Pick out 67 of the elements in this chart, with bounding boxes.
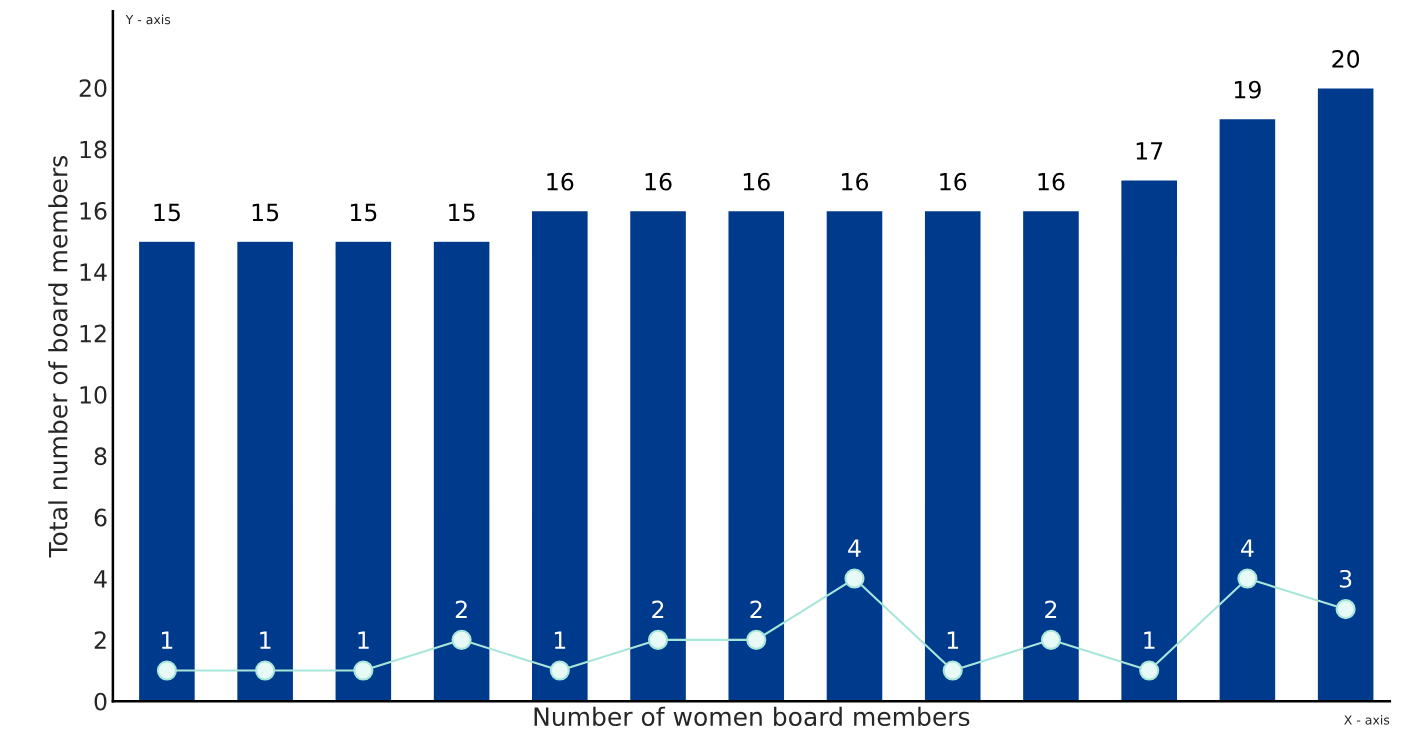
point	[451, 629, 472, 650]
data-label: 16	[1038, 172, 1065, 191]
data-label: 1	[554, 631, 566, 649]
data-label: 3	[1339, 569, 1352, 588]
data-label: 15	[449, 203, 475, 222]
y-tick-label: 4	[94, 570, 107, 588]
point	[647, 629, 669, 650]
data-label: 4	[1241, 539, 1254, 557]
bar	[235, 240, 295, 702]
bar	[1218, 117, 1277, 702]
data-label: 16	[940, 172, 967, 191]
bar	[334, 240, 393, 702]
data-label: 4	[848, 539, 861, 557]
data-label: 16	[842, 172, 869, 191]
data-label: 1	[161, 631, 173, 649]
data-label: 19	[1234, 80, 1261, 99]
bar	[432, 240, 491, 702]
data-label: 2	[750, 600, 762, 619]
y-tick-label: 2	[94, 631, 106, 649]
point	[746, 629, 767, 650]
point	[942, 660, 963, 681]
data-label: 1	[260, 631, 271, 649]
y-tick-label: 18	[80, 140, 107, 159]
data-label: 15	[350, 203, 377, 222]
y-tick-label: 8	[94, 447, 107, 466]
y-tick-label: 10	[80, 385, 107, 404]
point	[156, 660, 177, 681]
data-label: 1	[1144, 631, 1155, 649]
point	[353, 660, 374, 681]
bar	[137, 240, 197, 702]
bar	[1119, 179, 1179, 702]
point	[255, 660, 276, 681]
bar	[530, 209, 589, 702]
data-label: 16	[645, 172, 672, 191]
text: X - axis	[1344, 714, 1390, 725]
bar	[628, 209, 688, 702]
point	[1335, 599, 1356, 620]
bar	[923, 209, 982, 702]
bar	[1316, 87, 1375, 702]
data-label: 15	[154, 203, 180, 222]
bar	[727, 209, 786, 702]
y-tick-label: 0	[94, 692, 107, 711]
data-label: 2	[1045, 600, 1057, 619]
y-tick-label: 6	[94, 508, 107, 527]
y-axis-title: Total number of board members	[48, 156, 68, 558]
data-label: 16	[547, 172, 574, 191]
point	[1139, 660, 1160, 681]
data-label: 1	[358, 631, 369, 649]
y-tick-label: 20	[79, 79, 107, 98]
data-label: 1	[947, 631, 959, 649]
bar	[1021, 209, 1081, 702]
y-tick-label: 16	[80, 201, 107, 220]
data-label: 15	[252, 203, 279, 222]
point	[1040, 629, 1062, 650]
data-label: 2	[652, 600, 664, 619]
y-tick-label: 14	[80, 263, 107, 281]
data-label: 17	[1136, 142, 1163, 160]
bar	[825, 209, 884, 702]
data-label: 16	[743, 172, 770, 191]
x-axis-title: Number of women board members	[534, 706, 970, 727]
point	[844, 568, 865, 589]
point	[549, 660, 570, 681]
y-tick-label: 12	[80, 324, 106, 343]
data-label: 20	[1332, 50, 1360, 68]
point	[1237, 568, 1258, 589]
annotation: Y - axis	[125, 14, 171, 25]
data-label: 2	[455, 600, 467, 619]
